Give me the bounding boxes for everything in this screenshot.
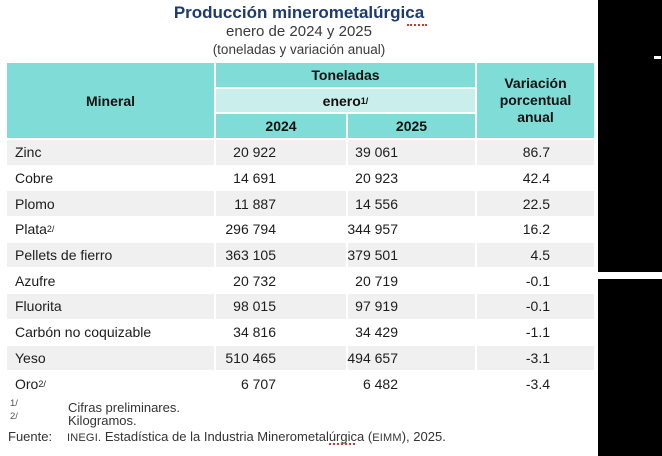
cell-2024: 14 691 (216, 165, 346, 191)
subtitle-units: (toneladas y variación anual) (212, 42, 386, 57)
cell-mineral: Azufre (7, 268, 214, 294)
cell-2024: 296 794 (216, 217, 346, 242)
cell-2025: 97 919 (348, 294, 475, 319)
cell-2025: 14 556 (348, 191, 475, 217)
cell-2024: 20 732 (216, 268, 346, 294)
table-row: Plata 2/ 296 794 344 957 16.2 (7, 217, 594, 242)
cell-mineral: Plata 2/ (7, 217, 214, 242)
source-text: INEGI. Estadística de la Industria Miner… (67, 429, 446, 444)
header-toneladas: Toneladas (216, 63, 475, 87)
cell-variacion: 16.2 (477, 217, 594, 242)
page-title: Producción minerometalúrgica (173, 3, 425, 22)
table-row: Yeso 510 465 494 657 -3.1 (7, 345, 594, 371)
cell-variacion: 86.7 (477, 140, 594, 165)
cell-variacion: -0.1 (477, 268, 594, 294)
table-row: Oro 2/ 6 707 6 482 -3.4 (7, 371, 594, 396)
source-label: Fuente: (8, 429, 53, 444)
cell-mineral: Yeso (7, 345, 214, 371)
cell-variacion: 22.5 (477, 191, 594, 217)
table-row: Cobre 14 691 20 923 42.4 (7, 165, 594, 191)
cell-2025: 39 061 (348, 140, 475, 165)
cell-2025: 34 429 (348, 319, 475, 345)
cell-2025: 494 657 (347, 345, 475, 371)
cell-mineral: Plomo (7, 191, 214, 217)
spellcheck-squiggle-title (407, 24, 427, 26)
screen-edge-dark-strip-top (598, 0, 662, 272)
cell-2024: 20 922 (216, 140, 346, 165)
header-2025: 2025 (348, 114, 475, 138)
cell-2025: 379 501 (347, 242, 475, 268)
footnotes: 1/ Cifras preliminares. 2/ Kilogramos. F… (8, 398, 446, 444)
source-eimm: EIMM (372, 432, 402, 444)
source-text-post: ), 2025. (401, 429, 446, 444)
cursor-artifact (654, 56, 661, 59)
table-row: Fluorita 98 015 97 919 -0.1 (7, 294, 594, 319)
source-text-pre: Estadística de la Industria Minerometalú… (101, 429, 373, 444)
header-enero: enero 1/ (216, 89, 475, 112)
header-2024: 2024 (216, 114, 346, 138)
cell-2025: 6 482 (348, 371, 475, 396)
table-body: Zinc 20 922 39 061 86.7 Cobre 14 691 20 … (7, 140, 594, 396)
cell-variacion: -0.1 (477, 294, 594, 319)
table-row: Zinc 20 922 39 061 86.7 (7, 140, 594, 165)
cell-variacion: -3.1 (477, 345, 594, 371)
table-row: Azufre 20 732 20 719 -0.1 (7, 268, 594, 294)
footnote1-text: Cifras preliminares. (68, 400, 180, 415)
cell-2025: 20 719 (348, 268, 475, 294)
cell-2024: 34 816 (216, 319, 346, 345)
table-row: Plomo 11 887 14 556 22.5 (7, 191, 594, 217)
cell-2024: 98 015 (216, 294, 346, 319)
screen-edge-dark-strip-bottom (598, 279, 662, 456)
cell-variacion: -3.4 (477, 371, 594, 396)
cell-mineral: Zinc (7, 140, 214, 165)
cell-mineral: Carbón no coquizable (7, 319, 214, 345)
cell-mineral: Fluorita (7, 294, 214, 319)
footnote2-text: Kilogramos. (68, 413, 137, 428)
cell-variacion: 42.4 (477, 165, 594, 191)
header-mineral: Mineral (7, 63, 214, 138)
cell-variacion: 4.5 (477, 242, 594, 268)
footnote1-marker: 1/ (10, 398, 18, 409)
table-titles: Producción minerometalúrgica enero de 20… (0, 2, 598, 58)
cell-2024: 6 707 (216, 371, 346, 396)
cell-2024: 363 105 (216, 242, 346, 268)
table-header: Mineral Toneladas enero 1/ 2024 2025 Vari… (7, 63, 594, 138)
table-row: Pellets de fierro 363 105 379 501 4.5 (7, 242, 594, 268)
subtitle-period: enero de 2024 y 2025 (226, 23, 372, 40)
table-row: Carbón no coquizable 34 816 34 429 -1.1 (7, 319, 594, 345)
cell-variacion: -1.1 (477, 319, 594, 345)
cell-2024: 11 887 (216, 191, 346, 217)
header-enero-label: enero (322, 92, 361, 109)
source-inegi: INEGI. (67, 432, 102, 444)
cell-2024: 510 465 (216, 345, 346, 371)
spellcheck-squiggle-source (329, 443, 355, 445)
cell-mineral: Oro 2/ (7, 371, 214, 396)
cell-2025: 344 957 (347, 217, 475, 242)
cell-2025: 20 923 (348, 165, 475, 191)
cell-mineral: Cobre (7, 165, 214, 191)
footnote2-marker: 2/ (10, 411, 18, 422)
cell-mineral: Pellets de fierro (7, 242, 214, 268)
header-variacion: Variación porcentual anual (477, 63, 594, 138)
